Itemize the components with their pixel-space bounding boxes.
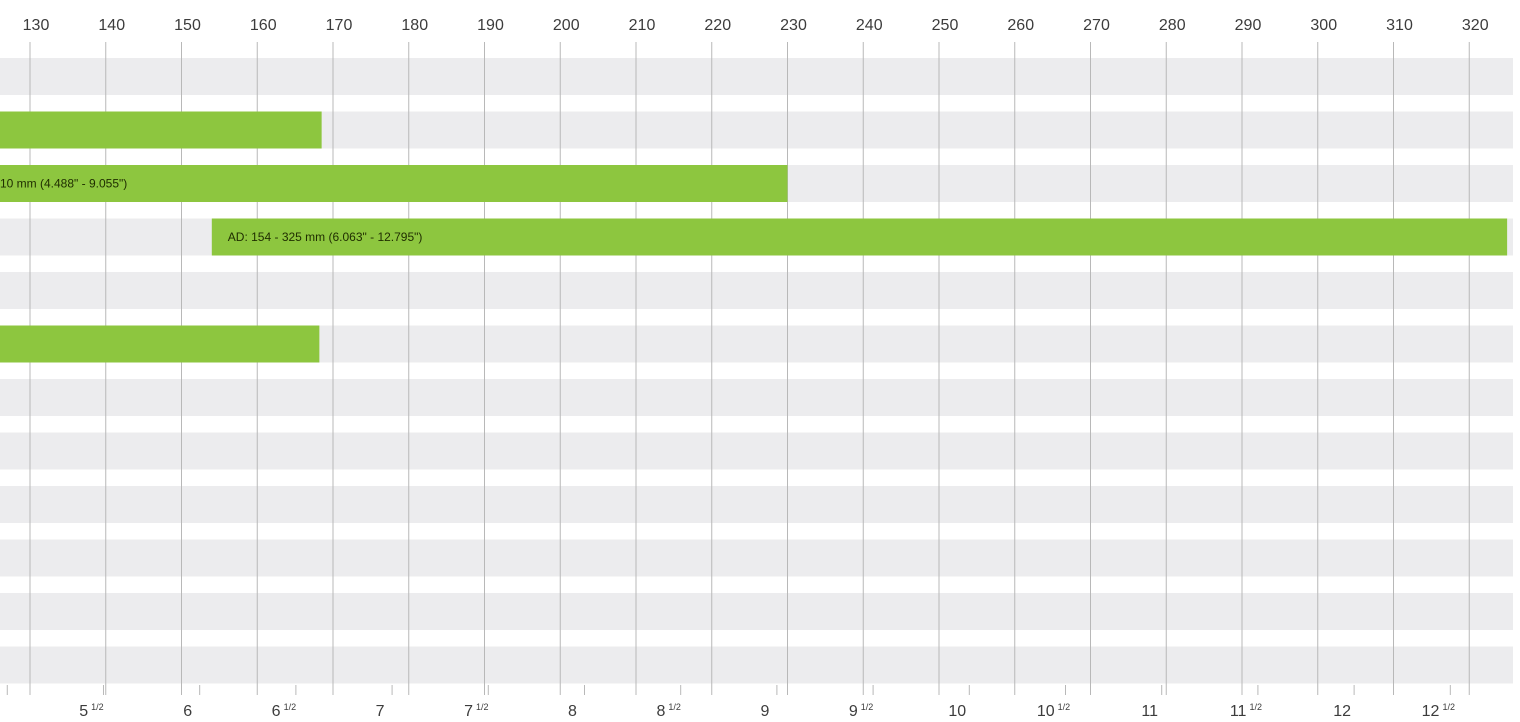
- tick-label-inch: 6: [183, 703, 192, 720]
- tick-label-mm: 230: [780, 17, 807, 34]
- tick-label-mm: 280: [1159, 17, 1186, 34]
- tick-label-mm: 140: [98, 17, 125, 34]
- tick-label-inch: 8: [568, 703, 577, 720]
- tick-label-inch: 11: [1141, 703, 1158, 720]
- grid-lines: [6, 42, 1470, 695]
- tick-label-inch: 11 1/2: [1230, 702, 1262, 720]
- row-bands: [0, 58, 1513, 684]
- range-bar: [0, 111, 322, 149]
- tick-label-inch: 12: [1333, 703, 1351, 720]
- tick-label-mm: 300: [1310, 17, 1337, 34]
- tick-label-mm: 220: [704, 17, 731, 34]
- tick-label-mm: 210: [629, 17, 656, 34]
- tick-label-mm: 310: [1386, 17, 1413, 34]
- tick-label-inch: 6 1/2: [272, 702, 296, 720]
- tick-label-mm: 320: [1462, 17, 1489, 34]
- tick-label-mm: 130: [23, 17, 50, 34]
- tick-label-mm: 200: [553, 17, 580, 34]
- tick-label-inch: 7: [376, 703, 385, 720]
- tick-label-mm: 250: [932, 17, 959, 34]
- tick-label-mm: 160: [250, 17, 277, 34]
- tick-label-mm: 240: [856, 17, 883, 34]
- row-band: [0, 646, 1513, 684]
- row-band: [0, 539, 1513, 577]
- tick-label-inch: 7 1/2: [464, 702, 488, 720]
- tick-label-inch: 5 1/2: [79, 702, 103, 720]
- tick-label-mm: 260: [1007, 17, 1034, 34]
- row-band: [0, 379, 1513, 416]
- tick-label-mm: 150: [174, 17, 201, 34]
- tick-label-inch: 10 1/2: [1037, 702, 1070, 720]
- tick-label-inch: 9 1/2: [849, 702, 873, 720]
- row-band: [0, 58, 1513, 95]
- tick-label-mm: 180: [401, 17, 428, 34]
- row-band: [0, 272, 1513, 309]
- tick-label-mm: 270: [1083, 17, 1110, 34]
- tick-label-inch: 12 1/2: [1422, 702, 1455, 720]
- tick-label-inch: 8 1/2: [656, 702, 680, 720]
- top-axis-mm: 130 140 150 160 170 180 190 200 210 220 230 240 250 2…: [23, 17, 1489, 34]
- tick-label-mm: 290: [1235, 17, 1262, 34]
- bar-label: 10 mm (4.488" - 9.055"): [0, 177, 127, 191]
- row-band: [0, 593, 1513, 630]
- row-band: [0, 486, 1513, 523]
- tick-label-mm: 190: [477, 17, 504, 34]
- tick-label-inch: 9: [760, 703, 769, 720]
- range-bar: [211, 218, 1508, 256]
- row-band: [0, 432, 1513, 470]
- range-bar: [0, 165, 788, 202]
- bottom-axis-inch: 551/2661/2771/2881/2991/210101/211111/21…: [79, 702, 1455, 720]
- bar-label: AD: 154 - 325 mm (6.063" - 12.795"): [228, 230, 423, 244]
- tick-label-mm: 170: [326, 17, 353, 34]
- tick-label-inch: 10: [948, 703, 966, 720]
- range-bars: 10 mm (4.488" - 9.055") AD: 154 - 325 mm …: [0, 111, 1508, 363]
- range-bar: [0, 325, 320, 363]
